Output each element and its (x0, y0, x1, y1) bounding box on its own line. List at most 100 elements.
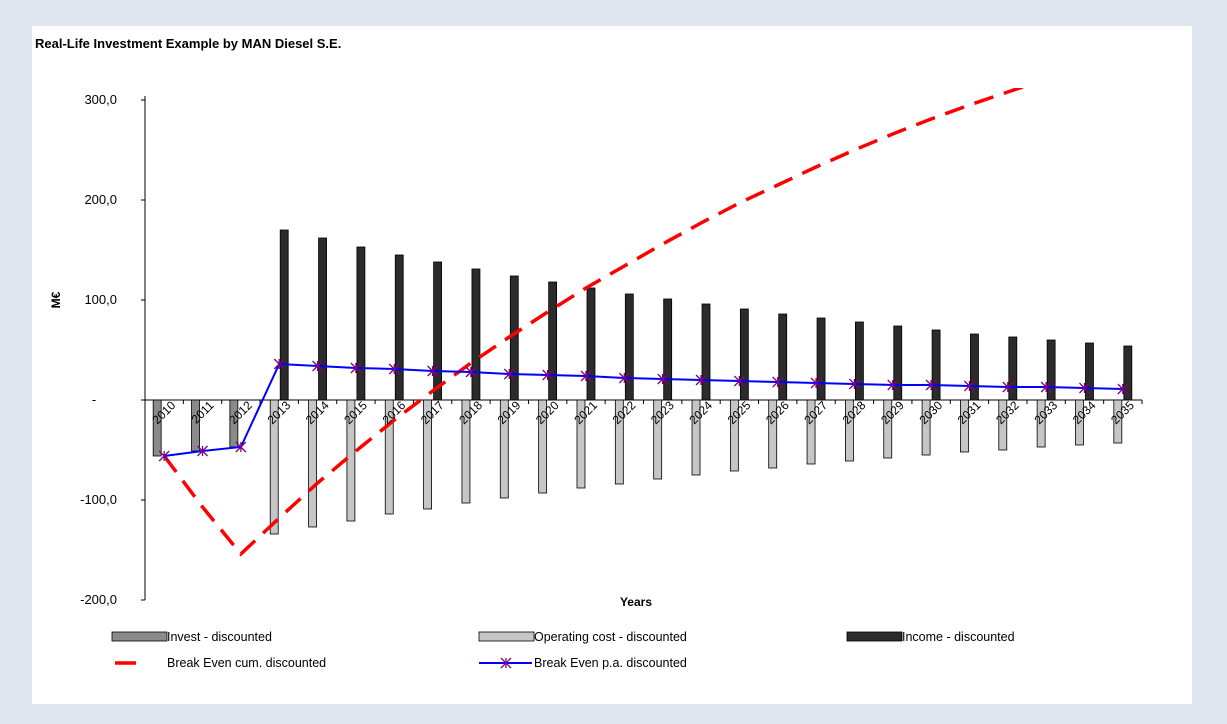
data-point-marker (925, 379, 937, 391)
legend-label: Break Even cum. discounted (167, 656, 326, 670)
legend-swatch (478, 631, 535, 642)
bar (960, 399, 969, 453)
x-tick-label: 2016 (380, 398, 409, 427)
bar (1085, 342, 1094, 401)
bar (269, 399, 279, 535)
x-tick-label: 2029 (878, 398, 907, 427)
data-point-marker (350, 362, 362, 374)
y-tick-label: 100,0 (84, 292, 117, 307)
bar (1046, 339, 1056, 401)
data-point-marker (657, 373, 669, 385)
bar (279, 229, 289, 401)
data-point-marker (1117, 383, 1129, 395)
x-tick-label: 2027 (801, 398, 830, 427)
x-tick-label: 2023 (648, 398, 677, 427)
x-tick-label: 2035 (1108, 398, 1137, 427)
bar (893, 325, 903, 401)
x-tick-label: 2018 (456, 398, 485, 427)
y-tick-label: 200,0 (84, 192, 117, 207)
bar (816, 317, 826, 401)
bar (586, 287, 596, 401)
bar (423, 399, 432, 510)
data-point-marker (542, 369, 554, 381)
bar (471, 268, 481, 401)
bar (855, 321, 864, 401)
data-point-marker (618, 372, 630, 384)
bar (931, 329, 941, 401)
bar (624, 293, 634, 401)
bar (663, 298, 673, 401)
bar (883, 399, 893, 459)
bar (614, 399, 624, 485)
data-point-marker (772, 376, 784, 388)
bar (538, 399, 548, 494)
x-tick-label: 2021 (571, 398, 600, 427)
bar (778, 313, 788, 401)
bar (308, 399, 317, 528)
x-tick-label: 2026 (763, 398, 792, 427)
x-tick-label: 2028 (840, 398, 869, 427)
data-point-marker (733, 375, 745, 387)
data-point-marker (810, 377, 822, 389)
bar (970, 333, 979, 401)
bar (1075, 399, 1084, 446)
legend-label: Invest - discounted (167, 630, 272, 644)
bar (729, 399, 739, 472)
x-axis-label: Years (620, 595, 652, 609)
data-point-marker (427, 365, 439, 377)
chart-panel: Real-Life Investment Example by MAN Dies… (32, 26, 1192, 704)
bar (318, 237, 327, 401)
legend-item: Break Even cum. discounted (115, 656, 326, 670)
legend-swatch (846, 631, 903, 642)
bar (509, 275, 519, 401)
bar (461, 399, 471, 504)
bar (739, 308, 749, 401)
series-line-break-even-pa (164, 362, 1123, 457)
x-tick-label: 2014 (303, 398, 332, 427)
legend-item: Break Even p.a. discounted (479, 656, 687, 670)
bar (548, 281, 558, 401)
x-tick-label: 2025 (725, 398, 754, 427)
bar (384, 399, 394, 515)
x-tick-label: 2022 (610, 398, 639, 427)
bar (394, 254, 404, 401)
bar (576, 399, 586, 489)
data-point-marker (848, 378, 860, 390)
data-point-marker (580, 370, 592, 382)
data-point-marker (1040, 381, 1052, 393)
bar (806, 399, 816, 465)
y-tick-label: 300,0 (84, 92, 117, 107)
bar (768, 399, 778, 469)
data-point-marker (273, 358, 285, 370)
bar (1113, 399, 1123, 444)
data-point-marker (312, 360, 324, 372)
data-point-marker (1079, 382, 1090, 394)
bar (1036, 399, 1046, 448)
legend-item: Invest - discounted (111, 630, 272, 644)
data-point-marker (197, 445, 208, 457)
x-tick-label: 2015 (341, 398, 370, 427)
bar (356, 246, 366, 401)
chart-title: Real-Life Investment Example by MAN Dies… (35, 36, 342, 51)
data-point-marker (388, 363, 400, 375)
x-tick-label: 2024 (686, 398, 715, 427)
data-point-marker (465, 366, 477, 378)
data-point-marker (503, 368, 515, 380)
data-point-marker (235, 441, 247, 453)
y-tick-label: -200,0 (80, 592, 117, 607)
y-axis-label: M€ (49, 291, 63, 308)
legend-item: Operating cost - discounted (478, 630, 687, 644)
data-point-marker (1002, 381, 1014, 393)
legend-item: Income - discounted (846, 630, 1015, 644)
y-tick-label: -100,0 (80, 492, 117, 507)
bar (998, 399, 1008, 451)
x-tick-label: 2032 (993, 398, 1022, 427)
data-point-marker (695, 374, 707, 386)
data-point-marker (158, 450, 170, 462)
bar (152, 399, 162, 457)
x-tick-label: 2033 (1031, 398, 1060, 427)
bar (499, 399, 509, 499)
x-tick-label: 2030 (916, 398, 945, 427)
bar (1123, 345, 1133, 401)
